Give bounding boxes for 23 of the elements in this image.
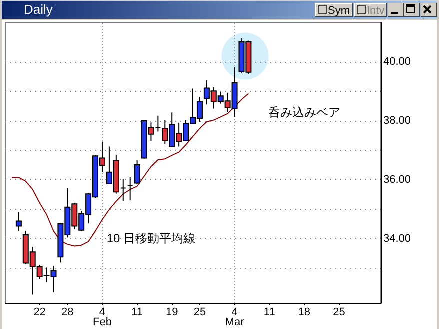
x-tick-label: 11 — [264, 306, 276, 318]
candlestick — [134, 160, 140, 185]
x-tick-label: 25 — [333, 306, 346, 318]
x-tick-label: 25 — [194, 306, 206, 318]
line-series — [11, 93, 250, 247]
y-tick-label: 38.00 — [384, 115, 412, 128]
chart-title: Daily — [24, 1, 53, 19]
x-tick-label: 28 — [62, 306, 74, 318]
series-label: 10 日移動平均線 — [106, 231, 196, 246]
y-tick-label: 40.00 — [384, 56, 412, 68]
candlestick — [16, 212, 22, 232]
x-tick-label: 11 — [132, 306, 144, 318]
x-tick-label: 19 — [166, 306, 178, 318]
x-tick-label: 18 — [298, 306, 311, 318]
annotation: 呑み込みベア — [268, 106, 340, 120]
x-tick-label: 4 Feb — [92, 306, 112, 328]
toggle-button: Intv — [354, 3, 387, 17]
y-tick-label: 36.00 — [384, 174, 412, 186]
y-tick-label: 34.00 — [384, 232, 412, 245]
x-tick-label: 4 Mar — [225, 306, 245, 328]
candlestick — [127, 176, 134, 202]
x-tick-label: 22 — [34, 306, 46, 318]
toggle-button: Sym — [315, 3, 353, 17]
